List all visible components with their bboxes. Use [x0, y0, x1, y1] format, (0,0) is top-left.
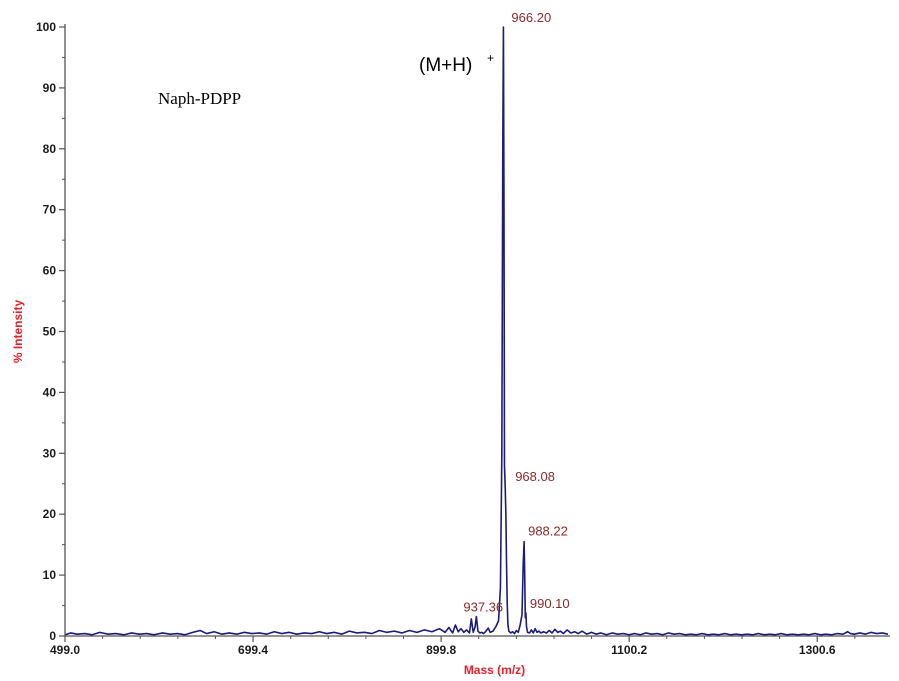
y-tick-label: 10	[43, 568, 57, 582]
peak-label: 968.08	[515, 469, 555, 484]
y-tick-label: 80	[43, 142, 57, 156]
x-tick-label: 1100.2	[611, 643, 647, 657]
x-tick-label: 1300.6	[799, 643, 836, 657]
ion-charge-annotation: +	[487, 51, 494, 65]
peak-label: 937.36	[463, 600, 503, 615]
x-tick-label: 899.8	[426, 643, 456, 657]
x-tick-label: 699.4	[238, 643, 268, 657]
spectrum-trace	[64, 26, 889, 636]
peak-label: 966.20	[511, 10, 551, 25]
peak-label: 988.22	[528, 524, 568, 539]
y-tick-label: 60	[43, 264, 57, 278]
x-tick-label: 499.0	[50, 643, 80, 657]
x-axis-title: Mass (m/z)	[464, 663, 525, 677]
y-tick-label: 50	[43, 325, 57, 339]
axes: 0 10 20 30 40 50 60 70 80 90 100 499.0 699.4 899.8 110…	[36, 20, 890, 657]
sample-name-annotation: Naph-PDPP	[158, 89, 241, 108]
y-tick-label: 0	[49, 629, 56, 643]
spectrum-line	[64, 26, 889, 636]
y-tick-label: 30	[43, 446, 57, 460]
y-tick-label: 70	[43, 203, 57, 217]
y-tick-label: 90	[43, 81, 57, 95]
y-tick-label: 40	[43, 385, 57, 399]
peak-label: 990.10	[530, 596, 570, 611]
y-tick-label: 100	[36, 20, 56, 34]
y-tick-label: 20	[43, 507, 57, 521]
ion-annotation: (M+H)	[419, 55, 472, 76]
y-axis-title: % Intensity	[11, 300, 25, 364]
labels: Mass (m/z) % Intensity 966.20 968.08 988.22 9…	[11, 10, 570, 677]
